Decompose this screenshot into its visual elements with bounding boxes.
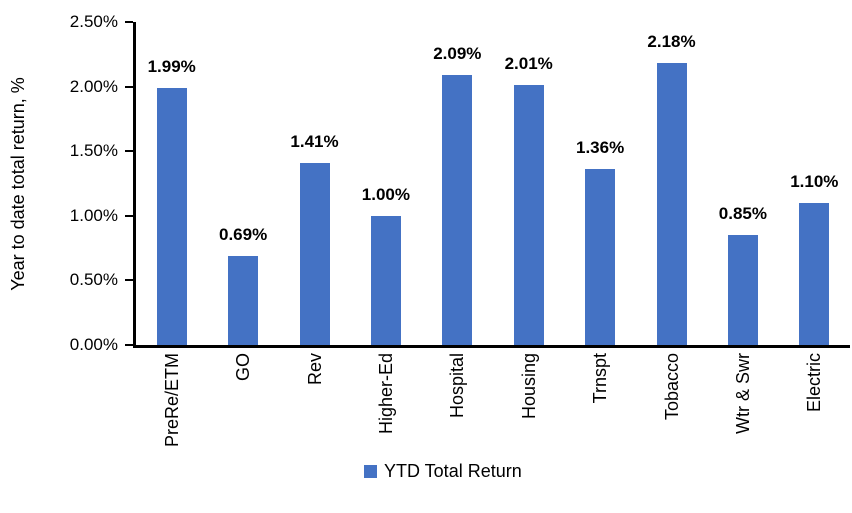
bar <box>656 63 687 345</box>
bar-data-label: 0.85% <box>718 204 767 223</box>
y-axis-tick-label: 2.00% <box>69 76 118 96</box>
y-axis-tick-mark <box>125 279 133 282</box>
bar <box>370 216 401 345</box>
y-axis-tick-label: 0.50% <box>69 270 118 290</box>
bar <box>799 203 830 345</box>
bar-data-label: 1.99% <box>147 57 196 76</box>
y-axis-line <box>133 22 136 348</box>
bar <box>513 85 544 345</box>
bar-data-label: 2.18% <box>647 32 696 51</box>
y-axis-tick-label: 1.00% <box>69 205 118 225</box>
y-axis-tick-mark <box>125 85 133 88</box>
x-axis-category-label: GO <box>233 353 254 382</box>
y-axis-tick-label: 0.00% <box>69 335 118 354</box>
bar <box>228 256 259 345</box>
legend: YTD Total Return <box>364 461 522 481</box>
bar <box>299 163 330 345</box>
bar-data-label: 1.36% <box>575 138 625 157</box>
x-axis-category-label: Tobacco <box>661 353 682 421</box>
bar-data-label: 2.09% <box>433 44 482 63</box>
y-axis-tick-mark <box>125 214 133 217</box>
bar <box>442 75 473 345</box>
legend-label: YTD Total Return <box>384 461 522 481</box>
legend-swatch-icon <box>364 464 377 478</box>
y-axis-tick-mark <box>125 344 133 346</box>
x-axis-category-label: Hospital <box>447 353 468 419</box>
y-axis-tick-label: 1.50% <box>69 141 118 161</box>
x-axis-category-label: Electric <box>804 353 825 413</box>
bar-data-label: 1.10% <box>790 172 839 191</box>
bar <box>585 169 616 345</box>
bar-data-label: 2.01% <box>504 54 553 73</box>
x-axis-category-label: Housing <box>518 353 539 420</box>
bar <box>156 88 187 345</box>
x-axis-category-label: Wtr & Swr <box>732 353 753 434</box>
y-axis-title: Year to date total return, % <box>8 76 28 291</box>
x-axis-category-label: PreRe/ETM <box>161 353 182 448</box>
bar-data-label: 1.00% <box>361 185 410 204</box>
bar-data-label: 1.41% <box>290 132 339 151</box>
y-axis-tick-mark <box>125 150 133 153</box>
x-axis-category-label: Higher-Ed <box>375 353 396 435</box>
y-axis-tick-label: 2.50% <box>69 12 118 31</box>
bar <box>727 235 758 345</box>
x-axis-line <box>133 345 850 348</box>
y-axis-tick-mark <box>125 21 133 23</box>
x-axis-category-label: Trnspt <box>590 353 611 404</box>
bar-data-label: 0.69% <box>218 225 268 244</box>
x-axis-category-label: Rev <box>304 353 325 386</box>
